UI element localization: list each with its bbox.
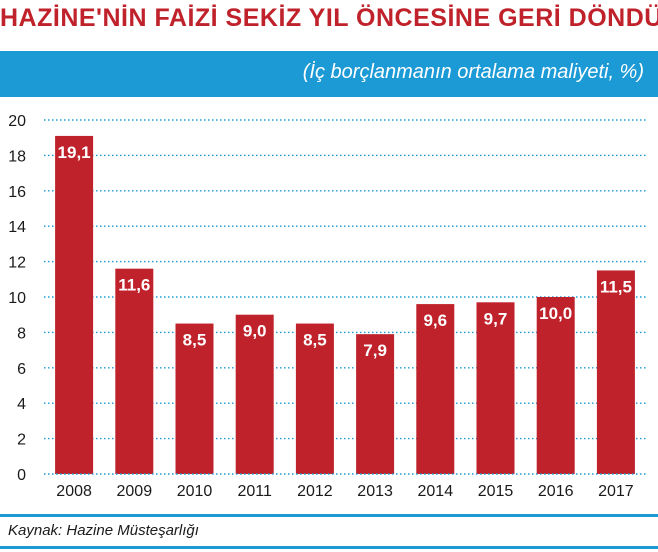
bar-value-label: 8,5 <box>303 331 327 350</box>
y-tick-label: 16 <box>8 184 26 201</box>
y-axis-ticks: 0 2 4 6 8 10 12 14 16 18 20 <box>8 113 26 484</box>
bar <box>536 297 575 474</box>
bar <box>235 314 274 474</box>
bar-value-label: 9,7 <box>484 309 508 328</box>
bar-value-label: 11,6 <box>118 276 150 295</box>
y-tick-label: 18 <box>8 148 26 165</box>
subtitle-bar: (İç borçlanmanın ortalama maliyeti, %) <box>0 51 658 97</box>
bar-chart: 0 2 4 6 8 10 12 14 16 18 20 19,1 11,6 8,5 9,0 8,5 7,9 9,… <box>8 113 646 500</box>
bar-value-label: 19,1 <box>58 143 91 162</box>
y-tick-label: 10 <box>8 290 26 307</box>
source-note: Kaynak: Hazine Müsteşarlığı <box>8 522 199 539</box>
x-tick-label: 2010 <box>177 483 213 500</box>
y-tick-label: 0 <box>17 467 26 484</box>
bar-value-label: 10,0 <box>539 304 572 323</box>
bottom-divider <box>0 546 658 549</box>
x-tick-label: 2013 <box>357 483 393 500</box>
bar-value-label: 7,9 <box>363 341 387 360</box>
bars <box>55 135 635 474</box>
x-tick-label: 2012 <box>297 483 333 500</box>
x-tick-label: 2016 <box>538 483 574 500</box>
x-tick-label: 2017 <box>598 483 634 500</box>
x-tick-label: 2008 <box>56 483 92 500</box>
bar <box>175 323 214 474</box>
bar <box>115 268 154 474</box>
footer-divider <box>0 514 658 517</box>
x-tick-label: 2009 <box>117 483 153 500</box>
x-axis-ticks: 2008 2009 2010 2011 2012 2013 2014 2015 2016 2017 <box>56 483 633 500</box>
y-tick-label: 20 <box>8 113 26 130</box>
bar <box>476 302 515 474</box>
y-tick-label: 12 <box>8 255 26 272</box>
bar-value-label: 9,0 <box>243 322 267 341</box>
bar <box>416 304 455 474</box>
x-tick-label: 2015 <box>478 483 514 500</box>
data-labels: 19,1 11,6 8,5 9,0 8,5 7,9 9,6 9,7 10,0 11,5 <box>58 143 632 360</box>
bar <box>596 270 635 474</box>
x-tick-label: 2011 <box>237 483 272 500</box>
x-tick-label: 2014 <box>418 483 454 500</box>
bar-value-label: 9,6 <box>423 311 447 330</box>
chart-title: HAZİNE'NİN FAİZİ SEKİZ YIL ÖNCESİNE GERİ… <box>0 4 658 32</box>
y-tick-label: 6 <box>17 361 26 378</box>
bar-value-label: 8,5 <box>183 331 207 350</box>
y-tick-label: 4 <box>17 396 26 413</box>
y-tick-label: 14 <box>8 219 26 236</box>
bar-value-label: 11,5 <box>600 277 632 296</box>
bar <box>55 135 94 474</box>
bar <box>295 323 334 474</box>
y-tick-label: 2 <box>17 432 26 449</box>
y-tick-label: 8 <box>17 325 26 342</box>
chart-subtitle: (İç borçlanmanın ortalama maliyeti, %) <box>302 61 644 83</box>
bar <box>356 334 395 474</box>
